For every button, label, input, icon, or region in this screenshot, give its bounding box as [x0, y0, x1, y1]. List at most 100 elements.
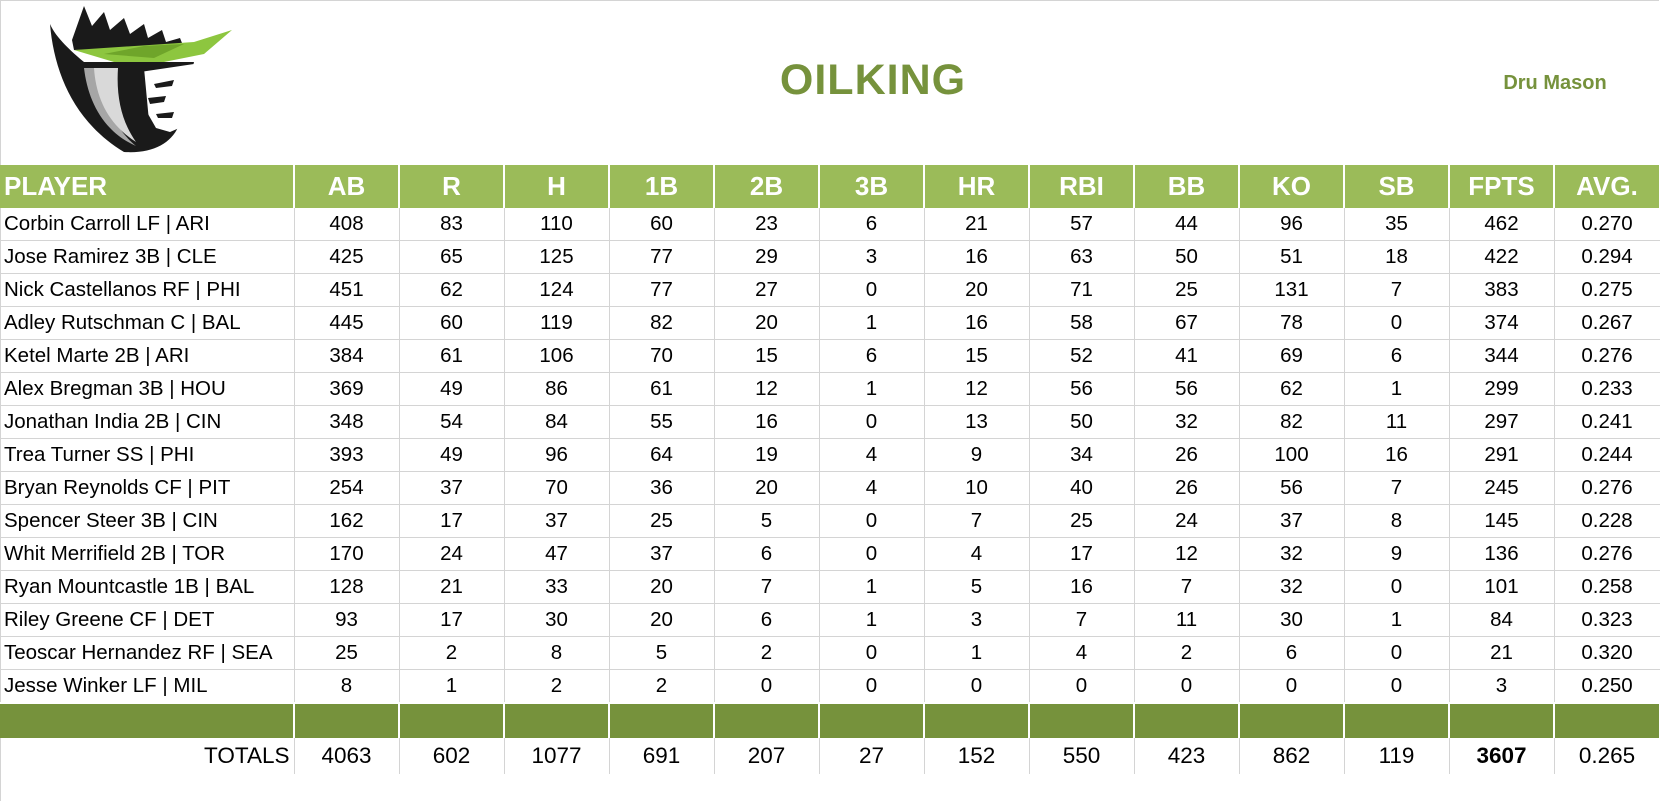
total-cell: 3607 — [1449, 738, 1555, 774]
stat-cell: 0 — [819, 405, 925, 439]
total-cell: 1077 — [504, 738, 610, 774]
stat-cell: 8 — [504, 636, 610, 670]
stat-cell: 82 — [1239, 405, 1345, 439]
total-cell: 207 — [714, 738, 820, 774]
stat-cell: 3 — [819, 240, 925, 274]
stat-cell: 7 — [1134, 570, 1240, 604]
stat-cell: 0.250 — [1554, 669, 1660, 704]
stat-cell: 36 — [609, 471, 715, 505]
stat-cell: 13 — [924, 405, 1030, 439]
stat-cell: 32 — [1134, 405, 1240, 439]
stat-cell: 0 — [1134, 669, 1240, 704]
stat-cell: 62 — [399, 273, 505, 307]
stat-cell: 21 — [399, 570, 505, 604]
stat-cell: 15 — [714, 339, 820, 373]
stat-cell: 61 — [609, 372, 715, 406]
stat-cell: 6 — [819, 208, 925, 241]
stat-cell: 65 — [399, 240, 505, 274]
separator-cell — [1554, 702, 1660, 738]
stat-cell: 6 — [714, 603, 820, 637]
stat-cell: 44 — [1134, 208, 1240, 241]
stat-cell: 24 — [399, 537, 505, 571]
stat-cell: 96 — [504, 438, 610, 472]
stat-cell: 16 — [714, 405, 820, 439]
stat-cell: 64 — [609, 438, 715, 472]
stat-cell: 30 — [1239, 603, 1345, 637]
stat-cell: 61 — [399, 339, 505, 373]
stat-cell: 27 — [714, 273, 820, 307]
stat-cell: 0 — [1239, 669, 1345, 704]
stat-cell: 145 — [1449, 504, 1555, 538]
stat-cell: 20 — [924, 273, 1030, 307]
stat-cell: 52 — [1029, 339, 1135, 373]
player-name-cell: Nick Castellanos RF | PHI — [0, 273, 295, 307]
stat-cell: 16 — [1344, 438, 1450, 472]
separator-cell — [924, 702, 1030, 738]
stat-cell: 106 — [504, 339, 610, 373]
stat-cell: 344 — [1449, 339, 1555, 373]
stat-cell: 0.323 — [1554, 603, 1660, 637]
player-name-cell: Bryan Reynolds CF | PIT — [0, 471, 295, 505]
stat-cell: 35 — [1344, 208, 1450, 241]
stat-cell: 8 — [1344, 504, 1450, 538]
player-name-cell: Alex Bregman 3B | HOU — [0, 372, 295, 406]
stats-header: PLAYER AB R H 1B 2B 3B HR RBI BB KO SB FPTS AVG. — [0, 165, 1660, 208]
player-name-cell: Jose Ramirez 3B | CLE — [0, 240, 295, 274]
stat-cell: 128 — [294, 570, 400, 604]
table-row: Jesse Winker LF | MIL 8 1 2 2 0 0 0 0 0 0 0 3 0.250 — [0, 669, 1660, 704]
separator-cell — [819, 702, 925, 738]
player-name-cell: Teoscar Hernandez RF | SEA — [0, 636, 295, 670]
column-header-hr: HR — [924, 165, 1030, 208]
separator-cell — [504, 702, 610, 738]
stat-cell: 6 — [1344, 339, 1450, 373]
stat-cell: 425 — [294, 240, 400, 274]
stat-cell: 16 — [1029, 570, 1135, 604]
column-header-bb: BB — [1134, 165, 1240, 208]
stat-cell: 0 — [819, 636, 925, 670]
team-name-title: OILKING — [779, 56, 967, 104]
stat-cell: 70 — [609, 339, 715, 373]
stat-cell: 26 — [1134, 438, 1240, 472]
separator-cell — [0, 702, 295, 738]
stat-cell: 83 — [399, 208, 505, 241]
table-row: Adley Rutschman C | BAL 445 60 119 82 20 1 16 58… — [0, 306, 1660, 340]
stat-cell: 29 — [714, 240, 820, 274]
stat-cell: 408 — [294, 208, 400, 241]
stat-cell: 55 — [609, 405, 715, 439]
column-header-ko: KO — [1239, 165, 1345, 208]
player-rows: Corbin Carroll LF | ARI 408 83 110 60 23 6 21 57… — [0, 208, 1660, 704]
separator-cell — [1134, 702, 1240, 738]
column-header-ab: AB — [294, 165, 400, 208]
stat-cell: 17 — [399, 504, 505, 538]
player-name-cell: Whit Merrifield 2B | TOR — [0, 537, 295, 571]
stat-cell: 0.275 — [1554, 273, 1660, 307]
stat-cell: 70 — [504, 471, 610, 505]
column-header-player: PLAYER — [0, 165, 295, 208]
total-cell: 27 — [819, 738, 925, 774]
stat-cell: 34 — [1029, 438, 1135, 472]
stat-cell: 383 — [1449, 273, 1555, 307]
stat-cell: 15 — [924, 339, 1030, 373]
stat-cell: 2 — [714, 636, 820, 670]
stat-cell: 37 — [399, 471, 505, 505]
stat-cell: 49 — [399, 438, 505, 472]
stat-cell: 86 — [504, 372, 610, 406]
stat-cell: 32 — [1239, 537, 1345, 571]
stat-cell: 50 — [1134, 240, 1240, 274]
table-row: Ketel Marte 2B | ARI 384 61 106 70 15 6 15 52 41 6… — [0, 339, 1660, 373]
stat-cell: 0.267 — [1554, 306, 1660, 340]
column-header-h: H — [504, 165, 610, 208]
stat-cell: 384 — [294, 339, 400, 373]
stat-cell: 2 — [1134, 636, 1240, 670]
stat-cell: 0.276 — [1554, 471, 1660, 505]
stat-cell: 77 — [609, 240, 715, 274]
stat-cell: 0.276 — [1554, 537, 1660, 571]
stat-cell: 1 — [399, 669, 505, 704]
stat-cell: 0 — [1344, 636, 1450, 670]
stat-cell: 30 — [504, 603, 610, 637]
stat-cell: 56 — [1134, 372, 1240, 406]
stat-cell: 110 — [504, 208, 610, 241]
table-row: Riley Greene CF | DET 93 17 30 20 6 1 3 7 11 30 1 84… — [0, 603, 1660, 637]
stat-cell: 33 — [504, 570, 610, 604]
separator-cell — [1239, 702, 1345, 738]
